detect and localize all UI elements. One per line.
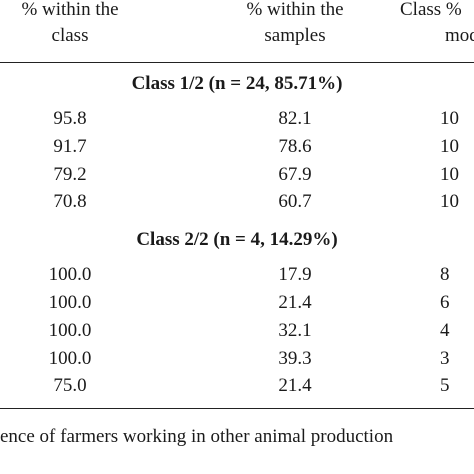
- column-header: class: [51, 25, 89, 46]
- cell: 100.0: [48, 347, 92, 369]
- header-rule: [0, 62, 474, 63]
- cell: 8: [440, 264, 450, 286]
- cell: 67.9: [278, 163, 312, 185]
- column-header: samples: [264, 25, 326, 46]
- cell: 100.0: [48, 319, 92, 341]
- cell: 100.0: [48, 264, 92, 286]
- cell: 75.0: [53, 375, 87, 397]
- cell: 10: [440, 135, 459, 157]
- cell: 39.3: [278, 347, 312, 369]
- cell: 17.9: [278, 264, 312, 286]
- column-header: % within the: [21, 0, 119, 20]
- cell: 5: [440, 375, 450, 397]
- group-title: Class 2/2 (n = 4, 14.29%): [136, 229, 338, 251]
- cell: 3: [440, 347, 450, 369]
- cell: 79.2: [53, 163, 87, 185]
- cell: 32.1: [278, 319, 312, 341]
- cell: 70.8: [53, 191, 87, 213]
- cell: 6: [440, 292, 450, 313]
- cell: 91.7: [53, 135, 87, 157]
- column-header: mod: [445, 25, 474, 46]
- column-header: Class %: [400, 0, 462, 20]
- cell: 10: [440, 163, 459, 185]
- cell: 60.7: [278, 191, 312, 213]
- cell: 95.8: [53, 108, 87, 129]
- cell: 10: [440, 191, 459, 213]
- cell: 10: [440, 108, 459, 129]
- cell: 100.0: [48, 292, 92, 313]
- cell: 21.4: [278, 375, 312, 397]
- table-bottom-rule: [0, 408, 474, 409]
- caption: ence of farmers working in other animal …: [0, 426, 394, 447]
- column-header: % within the: [246, 0, 344, 20]
- group-title: Class 1/2 (n = 24, 85.71%): [131, 73, 343, 94]
- cell: 4: [440, 319, 450, 341]
- cell: 21.4: [278, 292, 312, 313]
- cell: 78.6: [278, 135, 312, 157]
- cell: 82.1: [278, 108, 312, 129]
